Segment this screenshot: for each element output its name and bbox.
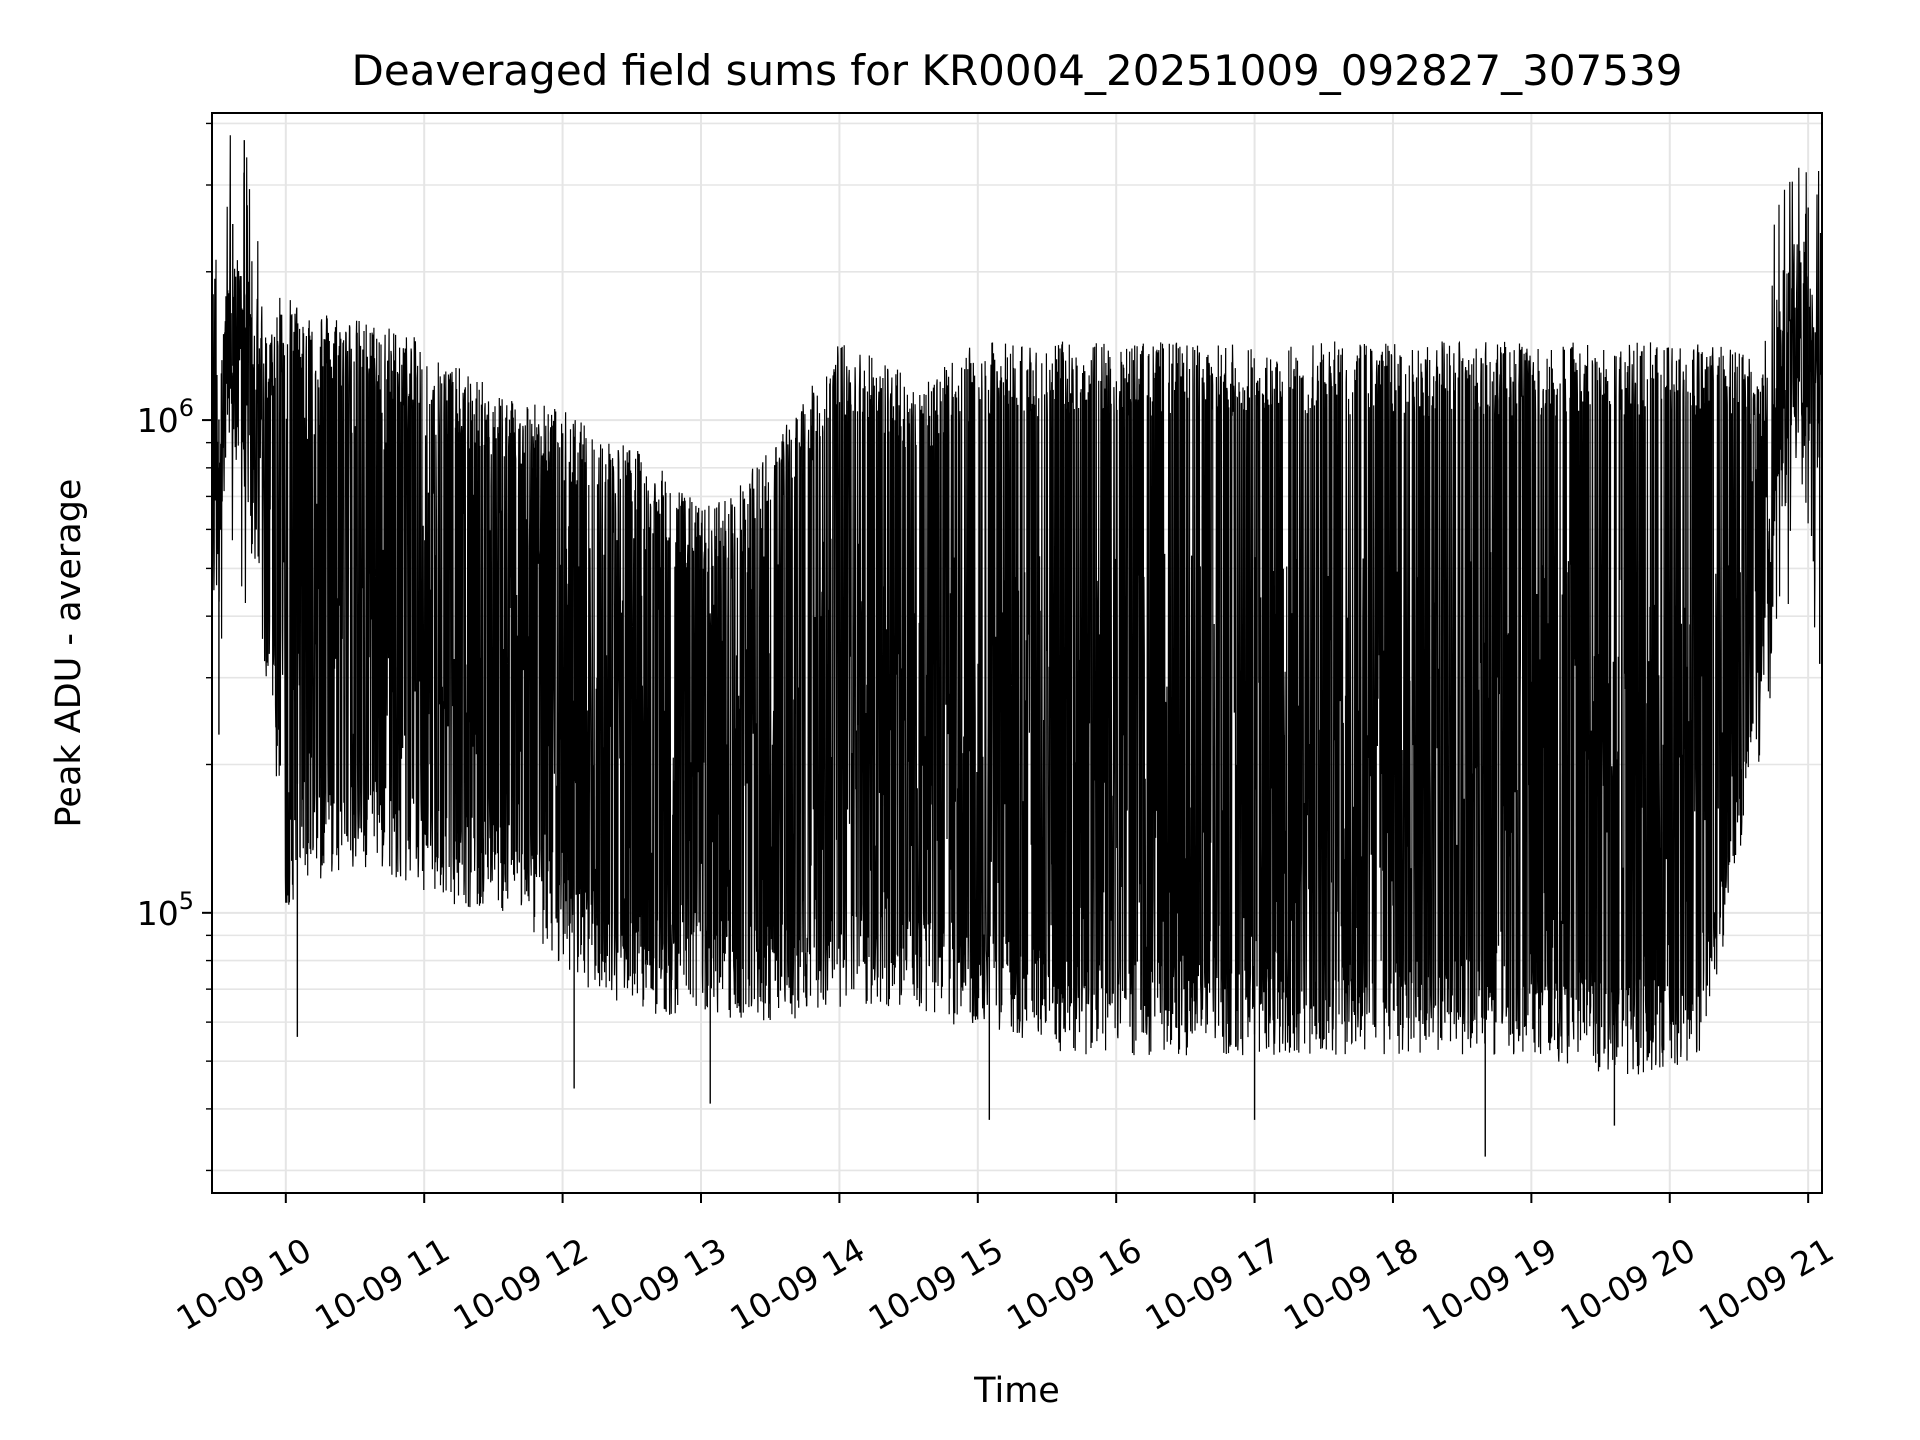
chart-title: Deaveraged field sums for KR0004_2025100… xyxy=(352,46,1683,95)
y-axis-label: Peak ADU - average xyxy=(49,479,89,828)
axes-frame xyxy=(211,112,1823,1194)
y-tick-label: 106 xyxy=(137,394,194,440)
y-tick-label: 105 xyxy=(137,887,194,933)
x-axis-label: Time xyxy=(973,1371,1060,1411)
series-line xyxy=(212,135,1822,1075)
plot-area xyxy=(212,135,1822,1157)
